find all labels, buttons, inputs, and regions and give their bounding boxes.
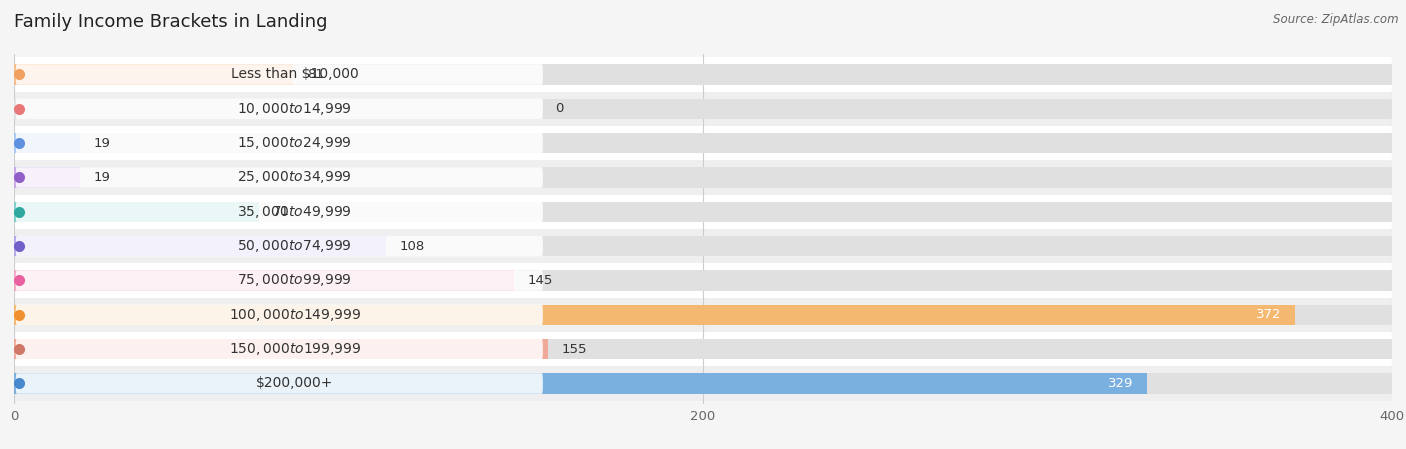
- Text: 0: 0: [555, 102, 564, 115]
- Bar: [14, 270, 1392, 291]
- FancyBboxPatch shape: [15, 167, 543, 188]
- Text: $150,000 to $199,999: $150,000 to $199,999: [229, 341, 361, 357]
- Text: 81: 81: [307, 68, 323, 81]
- Bar: [14, 98, 1392, 119]
- Text: $75,000 to $99,999: $75,000 to $99,999: [238, 273, 352, 289]
- Bar: [14, 167, 1392, 188]
- Bar: [14, 339, 1392, 360]
- Bar: [14, 64, 292, 85]
- Text: 329: 329: [1108, 377, 1133, 390]
- Bar: [14, 202, 259, 222]
- Text: Less than $10,000: Less than $10,000: [231, 67, 359, 81]
- Bar: [14, 304, 1392, 325]
- Text: $35,000 to $49,999: $35,000 to $49,999: [238, 204, 352, 220]
- Bar: [14, 126, 1392, 160]
- Text: 372: 372: [1256, 308, 1282, 321]
- Text: 19: 19: [93, 171, 110, 184]
- Bar: [14, 64, 1392, 85]
- Text: 145: 145: [527, 274, 553, 287]
- Bar: [14, 167, 80, 188]
- Bar: [14, 160, 1392, 195]
- Bar: [14, 298, 1392, 332]
- Bar: [14, 133, 1392, 154]
- Text: 71: 71: [273, 205, 290, 218]
- Bar: [14, 236, 387, 256]
- Text: $50,000 to $74,999: $50,000 to $74,999: [238, 238, 352, 254]
- FancyBboxPatch shape: [15, 133, 543, 154]
- FancyBboxPatch shape: [15, 202, 543, 222]
- Text: 108: 108: [399, 240, 425, 253]
- Bar: [14, 92, 1392, 126]
- Text: Family Income Brackets in Landing: Family Income Brackets in Landing: [14, 13, 328, 31]
- Bar: [14, 195, 1392, 229]
- Bar: [14, 332, 1392, 366]
- Bar: [14, 270, 513, 291]
- FancyBboxPatch shape: [15, 270, 543, 291]
- Bar: [14, 229, 1392, 263]
- FancyBboxPatch shape: [15, 98, 543, 119]
- Bar: [14, 263, 1392, 298]
- FancyBboxPatch shape: [15, 236, 543, 256]
- Bar: [14, 57, 1392, 92]
- Bar: [14, 373, 1147, 394]
- Text: 19: 19: [93, 136, 110, 150]
- Bar: [14, 373, 1392, 394]
- FancyBboxPatch shape: [15, 64, 543, 85]
- Text: $25,000 to $34,999: $25,000 to $34,999: [238, 169, 352, 185]
- Text: $200,000+: $200,000+: [256, 377, 333, 391]
- Bar: [14, 236, 1392, 256]
- FancyBboxPatch shape: [15, 304, 543, 325]
- Text: Source: ZipAtlas.com: Source: ZipAtlas.com: [1274, 13, 1399, 26]
- Bar: [14, 304, 1295, 325]
- Text: $15,000 to $24,999: $15,000 to $24,999: [238, 135, 352, 151]
- Text: $100,000 to $149,999: $100,000 to $149,999: [229, 307, 361, 323]
- Bar: [14, 366, 1392, 401]
- FancyBboxPatch shape: [15, 339, 543, 360]
- Text: $10,000 to $14,999: $10,000 to $14,999: [238, 101, 352, 117]
- Bar: [14, 202, 1392, 222]
- Text: 155: 155: [562, 343, 588, 356]
- Bar: [14, 133, 80, 154]
- FancyBboxPatch shape: [15, 373, 543, 394]
- Bar: [14, 339, 548, 360]
